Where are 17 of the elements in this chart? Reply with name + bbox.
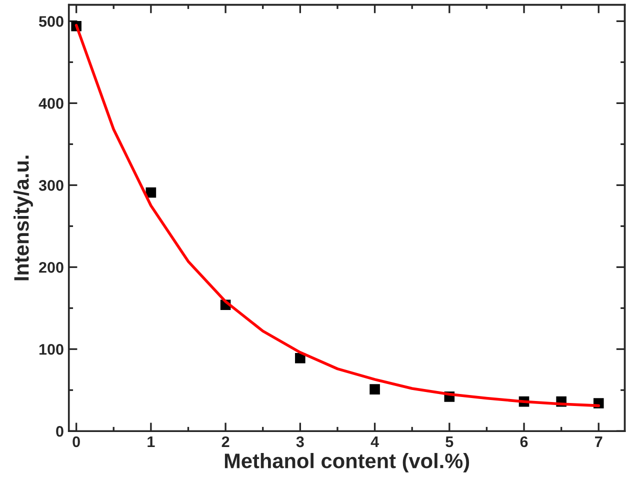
- y-tick-label: 0: [56, 426, 64, 437]
- x-tick-label: 2: [222, 436, 230, 448]
- y-axis-title: Intensity/a.u.: [14, 156, 33, 280]
- x-tick-label: 7: [595, 436, 602, 448]
- y-tick-label: 100: [39, 344, 64, 355]
- y-tick-label: 300: [38, 180, 64, 191]
- x-tick-label: 6: [520, 436, 528, 448]
- x-axis-title: Methanol content (vol.%): [224, 452, 470, 472]
- x-tick-label: 4: [370, 436, 379, 448]
- y-tick-label: 500: [38, 16, 64, 27]
- x-tick-label: 3: [296, 436, 304, 448]
- x-tick-label: 0: [72, 436, 80, 448]
- y-tick-label: 400: [38, 98, 64, 109]
- x-tick-label: 1: [148, 436, 155, 448]
- point: [370, 384, 380, 394]
- x-tick-label: 5: [446, 436, 454, 448]
- y-tick-label: 200: [39, 262, 64, 273]
